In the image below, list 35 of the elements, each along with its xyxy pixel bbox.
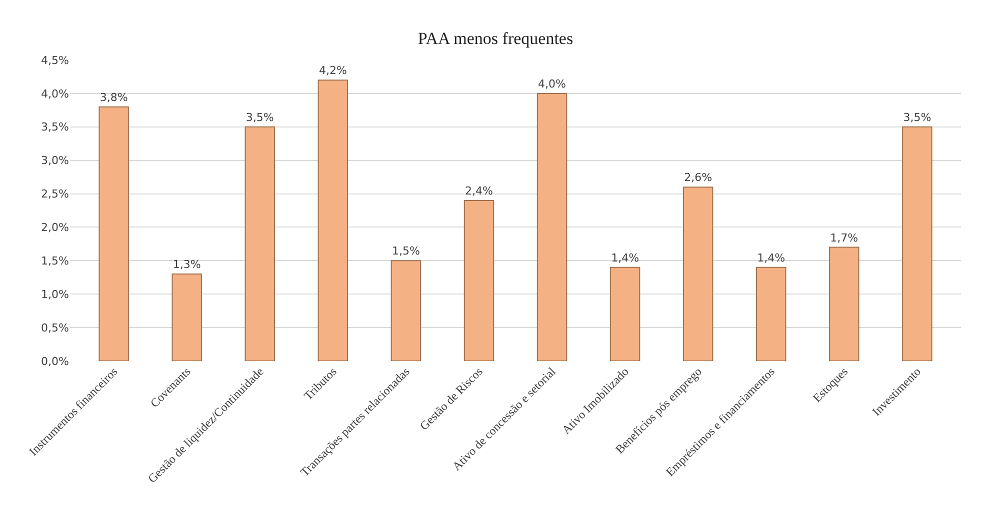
bar <box>610 266 640 361</box>
bar <box>756 266 786 361</box>
y-tick-label: 4,5% <box>41 54 69 67</box>
y-tick-label: 1,5% <box>41 254 69 268</box>
bar <box>902 126 932 361</box>
bar <box>172 274 202 361</box>
data-label: 1,7% <box>830 231 858 244</box>
y-tick-label: 4,0% <box>41 87 69 100</box>
y-tick-label: 2,5% <box>41 188 69 201</box>
y-tick-label: 3,5% <box>41 120 69 134</box>
y-tick-label: 0,0% <box>41 354 69 368</box>
bar <box>98 106 129 361</box>
bar <box>390 260 422 361</box>
y-tick-label: 0,5% <box>41 321 69 334</box>
data-label: 2,6% <box>684 171 712 184</box>
y-tick-label: 3,0% <box>41 154 69 168</box>
bar <box>829 246 860 361</box>
data-label: 4,2% <box>318 64 347 78</box>
data-label: 2,4% <box>465 184 493 198</box>
data-label: 1,4% <box>611 251 640 264</box>
chart-title: PAA menos frequentes <box>418 28 574 48</box>
data-label: 3,5% <box>903 110 932 124</box>
data-label: 3,5% <box>246 110 274 124</box>
data-label: 1,5% <box>392 244 420 258</box>
data-label: 4,0% <box>538 77 566 90</box>
bar <box>318 80 348 361</box>
data-label: 1,4% <box>757 251 786 264</box>
data-label: 1,3% <box>172 258 201 272</box>
bar <box>682 186 714 361</box>
bar <box>536 92 568 361</box>
y-tick-label: 1,0% <box>41 288 69 301</box>
bar <box>464 200 494 361</box>
data-label: 3,8% <box>100 90 128 104</box>
bar <box>244 126 275 361</box>
y-tick-label: 2,0% <box>41 221 69 234</box>
